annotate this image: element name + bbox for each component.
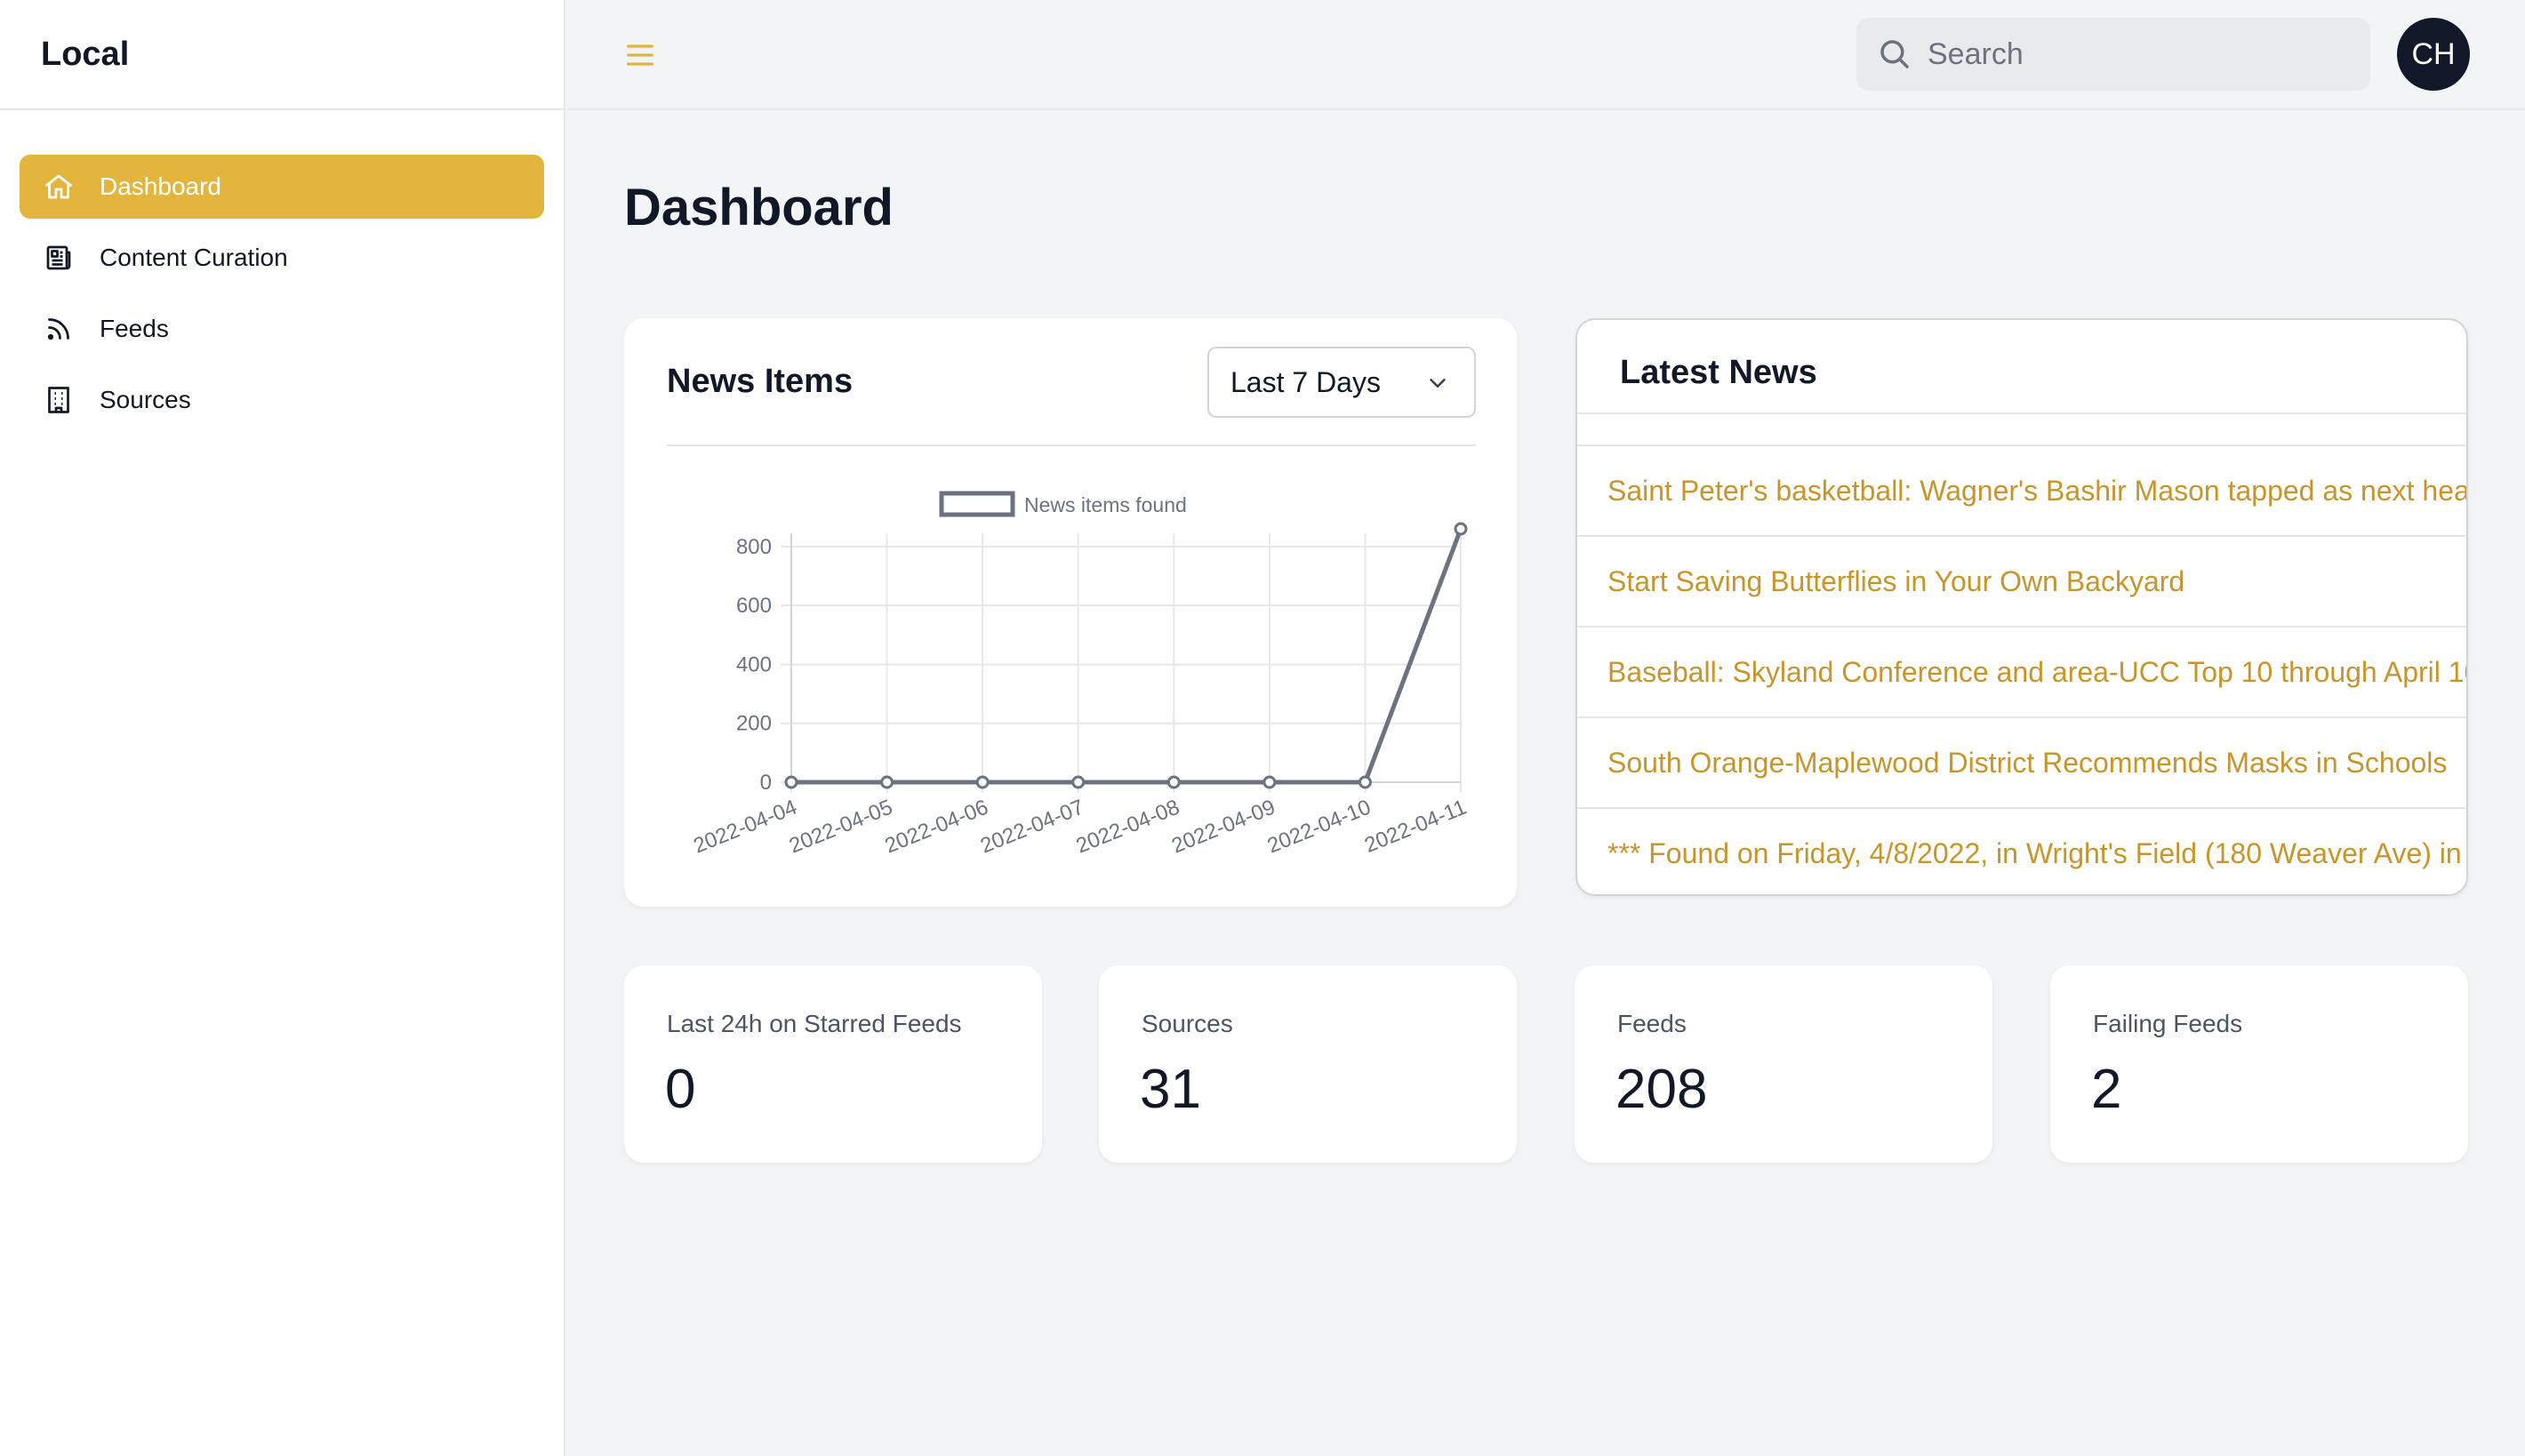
data-point [1071, 775, 1086, 789]
menu-toggle-button[interactable] [619, 34, 661, 76]
sidebar-item-dashboard[interactable]: Dashboard [20, 155, 544, 219]
chevron-down-icon [1430, 379, 1446, 388]
y-tick-label: 600 [736, 594, 772, 618]
data-point [1166, 775, 1181, 789]
sidebar-item-label: Dashboard [100, 172, 221, 200]
card-divider [667, 444, 1476, 446]
sidebar-item-label: Content Curation [100, 244, 288, 271]
data-point [975, 775, 990, 789]
data-point [1358, 775, 1372, 789]
search-input[interactable] [1928, 36, 2337, 72]
date-range-value: Last 7 Days [1230, 365, 1381, 398]
news-link[interactable]: *** Found on Friday, 4/8/2022, in Wright… [1577, 807, 2466, 894]
legend-label: News items found [1024, 493, 1187, 516]
sidebar-item-feeds[interactable]: Feeds [20, 297, 544, 361]
x-tick-label: 2022-04-08 [1073, 796, 1183, 859]
series-line [791, 528, 1463, 785]
x-tick-label: 2022-04-05 [786, 796, 896, 859]
y-tick-label: 800 [736, 535, 772, 559]
date-range-select[interactable]: Last 7 Days [1207, 347, 1476, 418]
search-box[interactable] [1856, 18, 2370, 91]
x-tick-label: 2022-04-07 [977, 796, 1087, 859]
sidebar-item-label: Feeds [100, 315, 169, 342]
stat-card-sources: Sources 31 [1099, 965, 1517, 1163]
app-brand[interactable]: Local [0, 0, 564, 110]
sidebar-item-label: Sources [100, 386, 191, 413]
y-tick-label: 400 [736, 652, 772, 676]
latest-news-card: Latest News Saint Peter's basketball: Wa… [1575, 318, 2468, 896]
stat-label: Sources [1142, 1010, 1233, 1037]
sidebar: Local Dashboard Content Curation Feeds S… [0, 0, 565, 1456]
latest-news-divider [1577, 412, 2466, 414]
stat-value: 208 [1615, 1059, 1708, 1120]
news-link[interactable]: South Orange-Maplewood District Recommen… [1577, 716, 2466, 807]
stat-value: 0 [665, 1059, 696, 1120]
stat-label: Feeds [1617, 1010, 1687, 1037]
news-link[interactable]: Saint Peter's basketball: Wagner's Bashi… [1577, 444, 2466, 535]
hamburger-icon [627, 44, 653, 66]
stat-card-starred-feeds: Last 24h on Starred Feeds 0 [624, 965, 1042, 1163]
sidebar-item-sources[interactable]: Sources [20, 368, 544, 432]
stat-card-failing-feeds: Failing Feeds 2 [2050, 965, 2468, 1163]
x-tick-label: 2022-04-09 [1168, 796, 1279, 859]
rss-icon [41, 311, 76, 347]
x-tick-label: 2022-04-10 [1264, 796, 1375, 859]
data-point [1454, 522, 1468, 536]
legend-swatch [939, 491, 1015, 517]
news-link[interactable]: Start Saving Butterflies in Your Own Bac… [1577, 535, 2466, 626]
latest-news-title: Latest News [1620, 354, 1817, 391]
data-point [1262, 775, 1277, 789]
x-tick-label: 2022-04-11 [1361, 796, 1470, 858]
stat-value: 2 [2091, 1059, 2122, 1120]
latest-news-list: Saint Peter's basketball: Wagner's Bashi… [1577, 444, 2466, 894]
sidebar-nav: Dashboard Content Curation Feeds Sources [0, 110, 564, 432]
page-title: Dashboard [624, 179, 894, 236]
top-bar: CH [567, 0, 2525, 110]
x-tick-label: 2022-04-04 [690, 796, 800, 859]
news-items-card: News Items Last 7 Days News items found 0… [624, 318, 1517, 907]
data-point [880, 775, 894, 789]
sidebar-item-content-curation[interactable]: Content Curation [20, 226, 544, 290]
newspaper-icon [41, 240, 76, 276]
y-tick-label: 200 [736, 712, 772, 736]
stat-card-feeds: Feeds 208 [1575, 965, 1992, 1163]
building-icon [41, 382, 76, 418]
avatar[interactable]: CH [2397, 18, 2470, 91]
x-tick-label: 2022-04-06 [881, 796, 991, 859]
search-icon [1880, 40, 1909, 68]
stat-value: 31 [1140, 1059, 1201, 1120]
stat-label: Failing Feeds [2093, 1010, 2243, 1037]
data-point [784, 775, 798, 789]
news-items-chart: News items found02004006008002022-04-042… [690, 491, 1470, 859]
home-icon [41, 169, 76, 204]
y-tick-label: 0 [760, 771, 772, 795]
news-link[interactable]: Baseball: Skyland Conference and area-UC… [1577, 626, 2466, 716]
stat-label: Last 24h on Starred Feeds [667, 1010, 962, 1037]
news-items-title: News Items [667, 363, 854, 400]
